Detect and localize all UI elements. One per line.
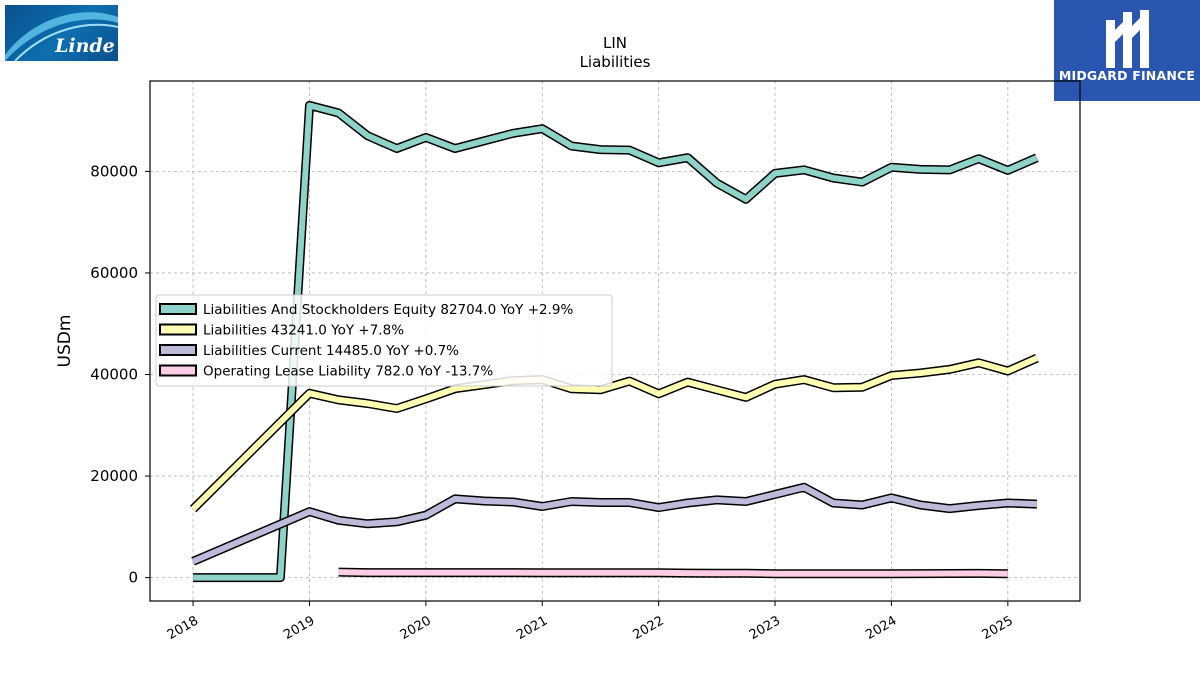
- chart-subtitle: Liabilities: [580, 53, 651, 71]
- legend-swatch: [159, 303, 197, 315]
- plot-frame: [149, 80, 1081, 602]
- linde-logo: Linde: [5, 5, 118, 61]
- legend-box: [155, 294, 613, 387]
- series-line-1: [190, 355, 1039, 512]
- series-lines: [189, 100, 1039, 583]
- legend: Liabilities And Stockholders Equity 8270…: [155, 294, 613, 387]
- x-tick-label: 2018: [165, 613, 201, 643]
- series-outline-2: [191, 482, 1038, 566]
- x-tick-label: 2020: [398, 613, 434, 643]
- midgard-logo-text: MIDGARD FINANCE: [1058, 68, 1196, 83]
- x-tick-label: 2022: [630, 613, 666, 643]
- chart-title: LIN: [603, 34, 627, 52]
- series-line-2: [191, 484, 1038, 565]
- linde-swoosh-logo-icon: [5, 12, 118, 61]
- midgard-finance-logo: MIDGARD FINANCE: [1054, 0, 1200, 101]
- y-tick-label: 40000: [90, 366, 138, 384]
- x-tick-label: 2019: [281, 613, 317, 643]
- x-tick-label: 2021: [514, 613, 550, 643]
- series-line-0: [193, 102, 1039, 581]
- legend-label: Liabilities 43241.0 YoY +7.8%: [203, 323, 404, 339]
- y-axis-label: USDm: [55, 315, 75, 368]
- y-tick-label: 60000: [90, 264, 138, 282]
- midgard-m-logo-icon: [1106, 10, 1149, 68]
- legend-swatch: [159, 364, 197, 377]
- series-line-3: [338, 569, 1008, 577]
- x-tick-label: 2023: [747, 613, 783, 643]
- y-tick-label: 20000: [90, 467, 138, 485]
- linde-logo-text: Linde: [55, 35, 115, 57]
- y-tick-label: 80000: [90, 162, 138, 180]
- legend-label: Operating Lease Liability 782.0 YoY -13.…: [203, 364, 493, 380]
- legend-label: Liabilities And Stockholders Equity 8270…: [203, 302, 573, 318]
- x-tick-label: 2025: [980, 613, 1016, 643]
- legend-label: Liabilities Current 14485.0 YoY +0.7%: [203, 343, 459, 359]
- x-tick-label: 2024: [863, 613, 899, 643]
- legend-swatch: [159, 344, 197, 356]
- y-tick-label: 0: [128, 569, 138, 587]
- legend-swatch: [159, 323, 197, 336]
